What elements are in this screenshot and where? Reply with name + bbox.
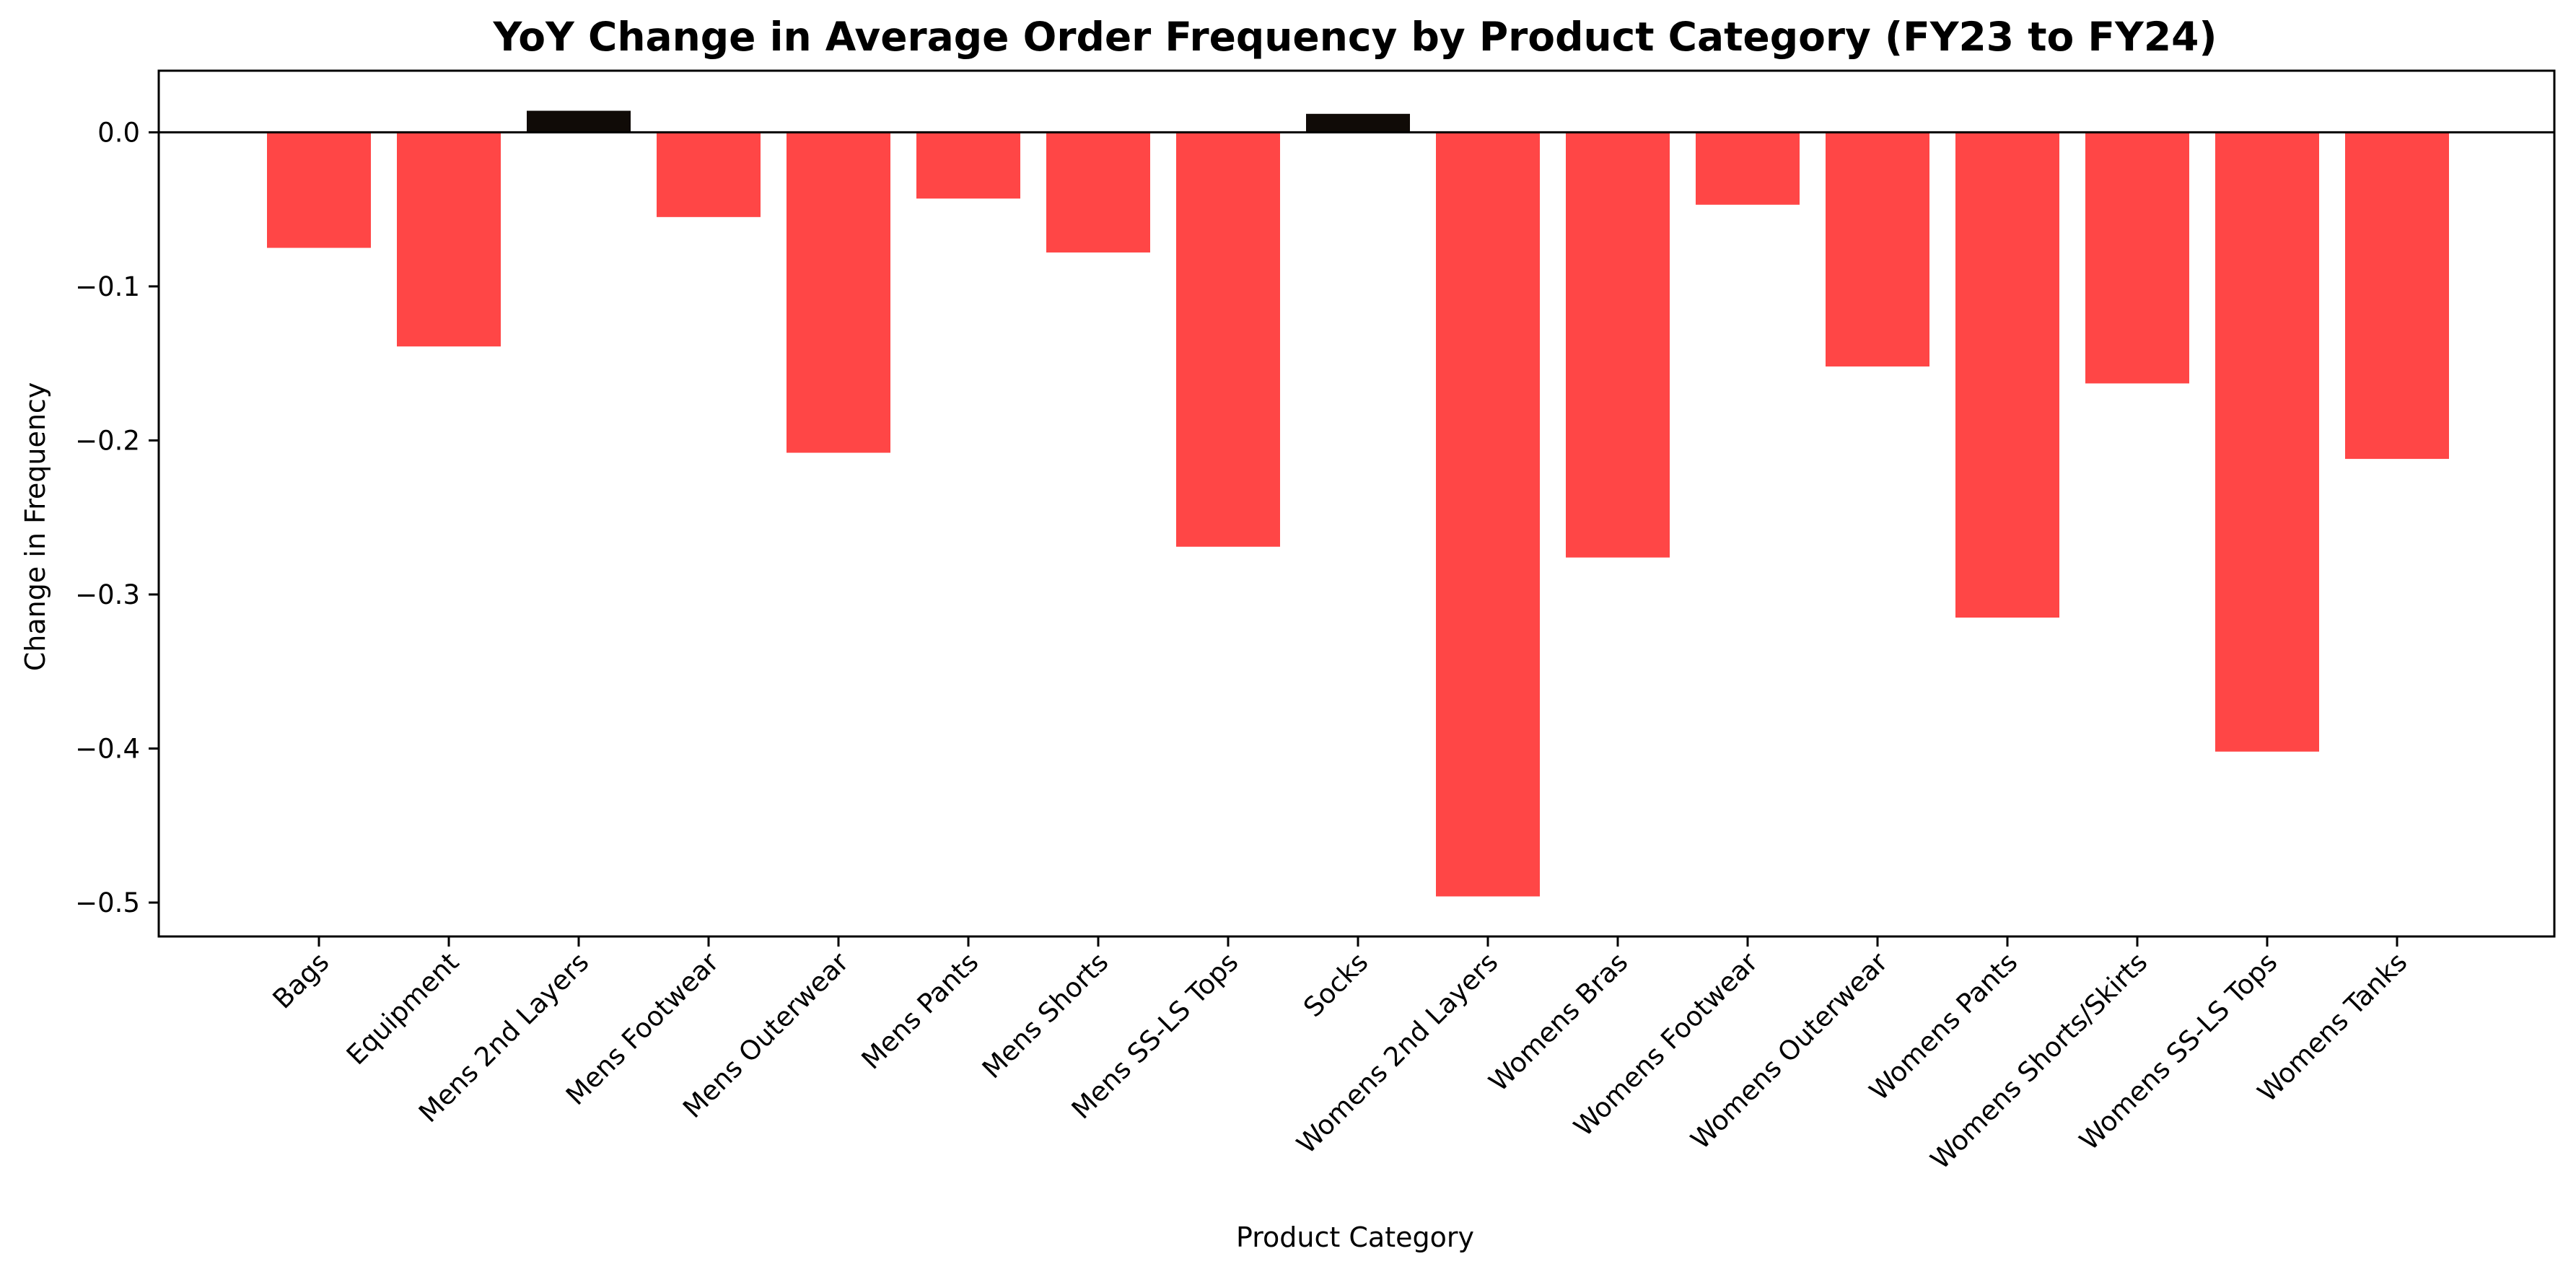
bar-womens-2nd-layers xyxy=(1436,132,1540,897)
bar-mens-outerwear xyxy=(787,132,890,453)
x-tick-label: Mens Shorts xyxy=(976,947,1114,1084)
bar-bags xyxy=(267,132,371,248)
bar-womens-outerwear xyxy=(1826,132,1929,367)
x-axis-label: Product Category xyxy=(1236,1221,1474,1253)
bar-womens-bras xyxy=(1566,132,1670,558)
bar-womens-footwear xyxy=(1696,132,1800,205)
bar-mens-2nd-layers xyxy=(527,110,631,133)
y-tick-label: −0.5 xyxy=(75,887,140,918)
y-tick-label: −0.3 xyxy=(75,579,140,610)
x-tick-label: Equipment xyxy=(341,947,465,1071)
bar-mens-ss-ls-tops xyxy=(1176,132,1280,547)
x-tick-label: Womens Shorts/Skirts xyxy=(1924,947,2153,1175)
bar-socks xyxy=(1306,113,1410,133)
bar-mens-footwear xyxy=(657,132,761,217)
x-tick-label: Womens Bras xyxy=(1483,947,1634,1097)
x-tick-label: Bags xyxy=(267,947,336,1015)
chart-title: YoY Change in Average Order Frequency by… xyxy=(492,14,2217,60)
y-tick-label: −0.1 xyxy=(75,271,140,302)
y-tick-label: −0.2 xyxy=(75,425,140,456)
bar-mens-shorts xyxy=(1046,132,1150,253)
plot-area: 0.0 −0.1 −0.2 −0.3 −0.4 −0.5 Bags Equipment Mens… xyxy=(75,69,2556,1175)
bar-womens-tanks xyxy=(2345,132,2449,460)
bar-womens-ss-ls-tops xyxy=(2215,132,2319,752)
bar-womens-shorts-skirts xyxy=(2085,132,2189,384)
y-axis-label: Change in Frequency xyxy=(19,382,51,672)
x-tick-label: Socks xyxy=(1297,947,1374,1023)
bar-equipment xyxy=(397,132,501,347)
bar-mens-pants xyxy=(916,132,1020,199)
bar-womens-pants xyxy=(1955,132,2059,618)
y-tick-label: −0.4 xyxy=(75,734,140,765)
x-tick-label: Mens Pants xyxy=(856,947,985,1076)
plot-frame xyxy=(157,69,2556,938)
y-tick-label: 0.0 xyxy=(97,117,140,148)
